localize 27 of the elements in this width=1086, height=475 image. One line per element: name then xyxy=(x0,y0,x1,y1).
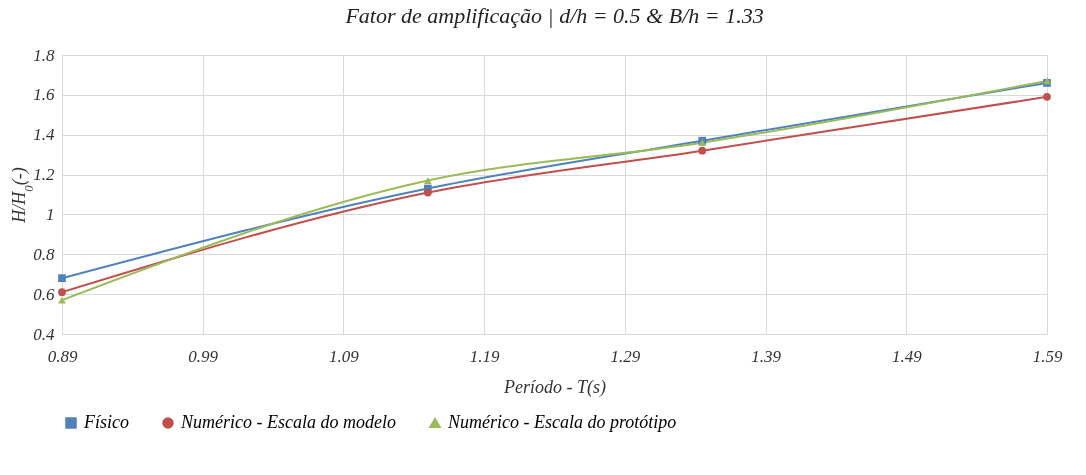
point xyxy=(698,146,707,155)
y-tick-label: 1.8 xyxy=(33,45,55,65)
x-tick-label: 1.29 xyxy=(610,346,641,366)
point xyxy=(58,288,66,297)
y-tick-label: 0.4 xyxy=(33,324,55,344)
point xyxy=(1043,92,1051,101)
x-tick-label: 1.59 xyxy=(1032,346,1063,366)
legend-label: Numérico - Escala do modelo xyxy=(180,412,396,432)
point xyxy=(423,177,432,184)
y-tick-label: 1.2 xyxy=(33,165,55,185)
legend-label: Físico xyxy=(83,412,129,432)
y-tick-label: 1 xyxy=(46,204,55,224)
x-tick-label: 1.09 xyxy=(329,346,360,366)
chart-title: Fator de amplificação | d/h = 0.5 & B/h = 1.33 xyxy=(344,3,764,28)
y-tick-label: 0.8 xyxy=(33,244,55,264)
x-tick-label: 1.49 xyxy=(891,346,923,366)
x-tick-label: 0.89 xyxy=(47,346,78,366)
x-tick-label: 0.99 xyxy=(188,346,219,366)
y-tick-label: 1.4 xyxy=(33,125,55,145)
point xyxy=(423,188,432,197)
legend-label: Numérico - Escala do protótipo xyxy=(447,412,677,432)
x-tick-label: 1.19 xyxy=(469,346,501,366)
y-tick-label: 1.6 xyxy=(33,85,55,105)
y-tick-label: 0.6 xyxy=(33,284,55,304)
x-axis-title: Período - T(s) xyxy=(503,376,606,398)
x-tick-label: 1.39 xyxy=(751,346,782,366)
point xyxy=(58,274,66,283)
